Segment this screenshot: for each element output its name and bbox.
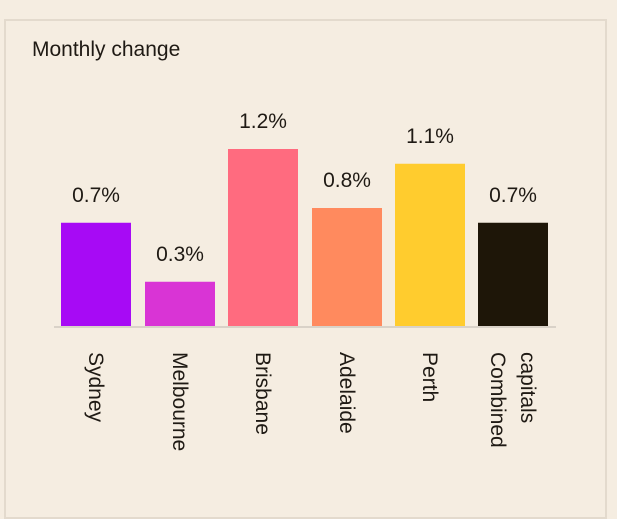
bar [312, 208, 382, 326]
category-label-line: Melbourne [168, 352, 191, 451]
bar [478, 222, 548, 326]
category-label-line: Perth [418, 352, 441, 402]
category-label-line: Adelaide [335, 352, 358, 434]
bar [61, 222, 131, 326]
category-label-line: Combined [486, 352, 509, 448]
bar [145, 281, 215, 326]
category-label: Melbourne [168, 352, 191, 451]
data-label: 1.1% [406, 125, 454, 148]
data-label: 0.8% [323, 169, 371, 192]
data-label: 0.7% [72, 184, 120, 207]
category-label: Combined capitals [486, 352, 539, 448]
category-label: Perth [418, 352, 441, 402]
bar [228, 149, 298, 326]
category-label-line: Sydney [84, 352, 107, 423]
category-label-line: capitals [516, 352, 539, 423]
category-label: Brisbane [251, 352, 274, 435]
data-label: 0.7% [489, 184, 537, 207]
category-label: Adelaide [335, 352, 358, 434]
bar [395, 163, 465, 326]
category-label: Sydney [84, 352, 107, 423]
chart-title: Monthly change [32, 38, 181, 61]
data-label: 0.3% [156, 243, 204, 266]
data-label: 1.2% [239, 110, 287, 133]
category-label-line: Brisbane [251, 352, 274, 435]
